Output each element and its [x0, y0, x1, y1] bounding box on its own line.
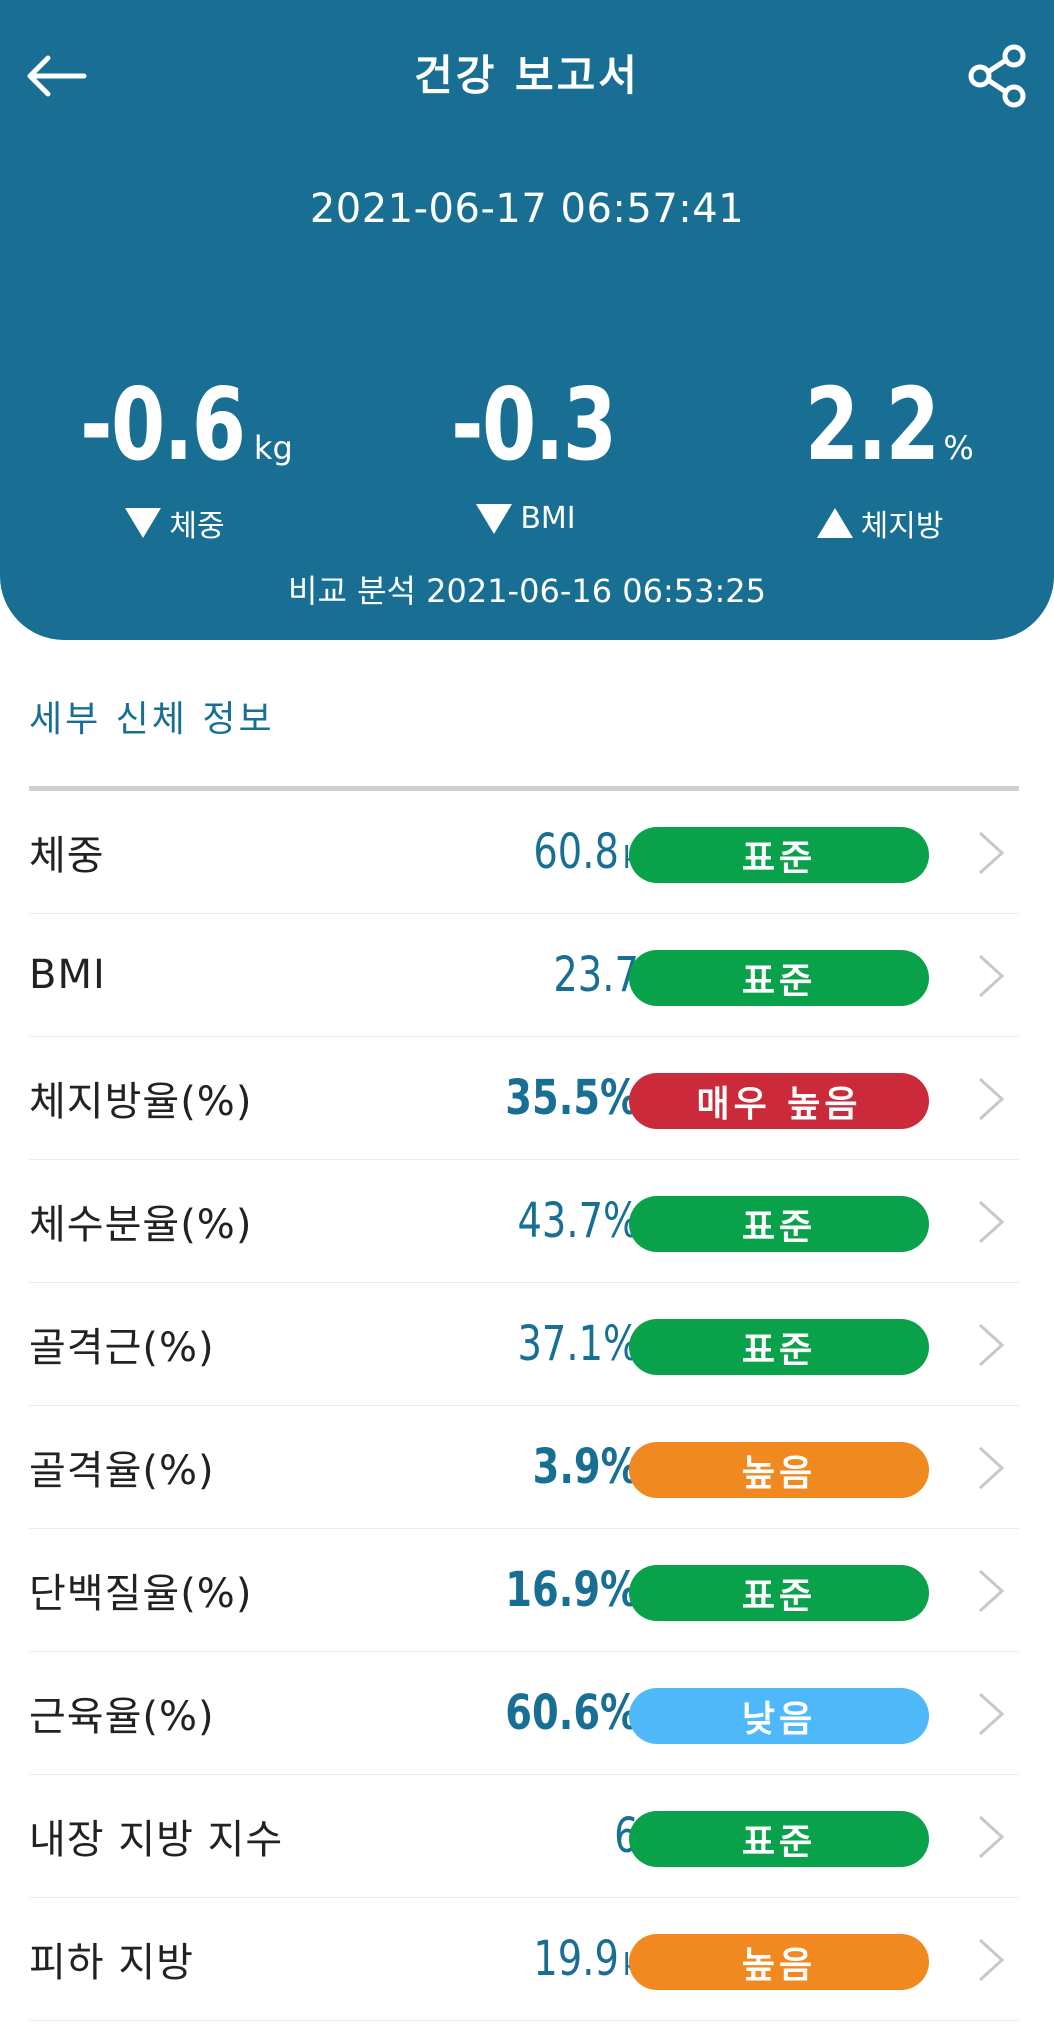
- stat-weight-number: -0.6: [80, 366, 246, 483]
- status-badge: 낮음: [629, 1688, 929, 1744]
- metric-value: 37.1%: [487, 1283, 639, 1405]
- chevron-right-icon: [971, 1936, 1011, 1984]
- metric-row-body-fat-rate[interactable]: 체지방율(%) 35.5% 매우 높음: [29, 1037, 1019, 1160]
- chevron-right-icon: [971, 1690, 1011, 1738]
- metric-label: 피하 지방: [29, 1940, 194, 1986]
- chevron-right-icon: [971, 829, 1011, 877]
- chevron-right-icon: [971, 1567, 1011, 1615]
- chevron-right-icon: [971, 1813, 1011, 1861]
- metric-value: 43.7%: [487, 1160, 639, 1282]
- back-button[interactable]: [18, 40, 94, 112]
- metric-label: 내장 지방 지수: [29, 1817, 284, 1863]
- metric-value: 60.6%: [472, 1652, 639, 1774]
- stat-weight-label: 체중: [25, 501, 325, 545]
- status-badge: 표준: [629, 1196, 929, 1252]
- metric-row-bone-rate[interactable]: 골격율(%) 3.9% 높음: [29, 1406, 1019, 1529]
- chevron-right-icon: [971, 1444, 1011, 1492]
- share-button[interactable]: [960, 38, 1036, 114]
- chevron-right-icon: [971, 952, 1011, 1000]
- metric-number: 43.7%: [517, 1193, 639, 1249]
- stat-body-fat-unit: %: [943, 429, 974, 467]
- compare-text: 비교 분석 2021-06-16 06:53:25: [288, 572, 766, 610]
- metric-row-bmi[interactable]: BMI 23.7 표준: [29, 914, 1019, 1037]
- stat-bmi-label: BMI: [376, 501, 676, 536]
- arrow-left-icon: [27, 55, 87, 97]
- chevron-right-icon: [971, 1321, 1011, 1369]
- status-badge: 높음: [629, 1934, 929, 1990]
- metric-row-visceral-fat[interactable]: 내장 지방 지수 6 표준: [29, 1775, 1019, 1898]
- chevron-right-icon: [971, 1198, 1011, 1246]
- stat-body-fat-number: 2.2: [805, 366, 940, 483]
- metric-value: 35.5%: [472, 1037, 639, 1159]
- metric-label: 골격율(%): [29, 1448, 215, 1494]
- metrics-list: 체중 60.8 kg 표준 BMI 23.7 표준 체지방율(%) 35.5% …: [29, 791, 1019, 2021]
- stat-body-fat-label-text: 체지방: [860, 509, 944, 544]
- page-title: 건강 보고서: [414, 51, 640, 100]
- metric-row-weight[interactable]: 체중 60.8 kg 표준: [29, 791, 1019, 914]
- metric-value: 23.7: [532, 914, 640, 1036]
- stat-bmi: -0.3 BMI: [376, 366, 676, 536]
- report-header: 건강 보고서 2021-06-17 06:57:41 -0.6 kg 체중 -0…: [0, 0, 1054, 640]
- status-badge: 표준: [629, 1811, 929, 1867]
- triangle-down-icon: [476, 503, 513, 534]
- stat-bmi-label-text: BMI: [520, 501, 576, 536]
- metric-number: 37.1%: [517, 1316, 639, 1372]
- metric-number: 19.9: [533, 1931, 619, 1987]
- stat-weight-value: -0.6 kg: [25, 366, 325, 483]
- status-badge: 표준: [629, 827, 929, 883]
- stat-bmi-number: -0.3: [450, 366, 617, 483]
- metric-row-muscle-rate[interactable]: 근육율(%) 60.6% 낮음: [29, 1652, 1019, 1775]
- metric-value: 60.8 kg: [512, 791, 659, 913]
- stat-body-fat-value: 2.2 %: [730, 366, 1030, 483]
- chevron-right-icon: [971, 1075, 1011, 1123]
- stat-body-fat: 2.2 % 체지방: [730, 366, 1030, 545]
- metric-label: BMI: [29, 952, 106, 998]
- metric-number: 3.9%: [532, 1439, 640, 1495]
- metric-label: 단백질율(%): [29, 1571, 253, 1617]
- measure-time: 2021-06-17 06:57:41: [309, 186, 745, 232]
- metric-value: 16.9%: [472, 1529, 639, 1651]
- metric-label: 체중: [29, 833, 105, 879]
- metric-row-subcutaneous-fat[interactable]: 피하 지방 19.9 kg 높음: [29, 1898, 1019, 2021]
- status-badge: 표준: [629, 950, 929, 1006]
- metric-number: 23.7: [553, 947, 640, 1003]
- metric-number: 60.6%: [505, 1685, 639, 1741]
- metric-label: 체지방율(%): [29, 1079, 253, 1125]
- status-badge: 매우 높음: [629, 1073, 929, 1129]
- triangle-up-icon: [816, 508, 853, 538]
- stat-body-fat-label: 체지방: [730, 501, 1030, 545]
- metric-value: 3.9%: [506, 1406, 640, 1528]
- metric-row-protein[interactable]: 단백질율(%) 16.9% 표준: [29, 1529, 1019, 1652]
- stat-bmi-value: -0.3: [376, 366, 676, 483]
- metric-label: 근육율(%): [29, 1694, 215, 1740]
- triangle-down-icon: [125, 508, 162, 538]
- metric-label: 체수분율(%): [29, 1202, 253, 1248]
- metric-row-body-water[interactable]: 체수분율(%) 43.7% 표준: [29, 1160, 1019, 1283]
- metric-label: 골격근(%): [29, 1325, 215, 1371]
- metric-number: 35.5%: [505, 1070, 639, 1126]
- metric-number: 60.8: [533, 824, 619, 880]
- status-badge: 높음: [629, 1442, 929, 1498]
- stat-weight: -0.6 kg 체중: [25, 366, 325, 545]
- section-title: 세부 신체 정보: [29, 699, 275, 740]
- share-icon: [968, 44, 1026, 108]
- status-badge: 표준: [629, 1565, 929, 1621]
- stat-weight-label-text: 체중: [169, 509, 225, 544]
- section-divider: [29, 786, 1019, 791]
- metric-number: 16.9%: [505, 1562, 639, 1618]
- status-badge: 표준: [629, 1319, 929, 1375]
- stat-weight-unit: kg: [253, 429, 293, 467]
- metric-row-skeletal-muscle[interactable]: 골격근(%) 37.1% 표준: [29, 1283, 1019, 1406]
